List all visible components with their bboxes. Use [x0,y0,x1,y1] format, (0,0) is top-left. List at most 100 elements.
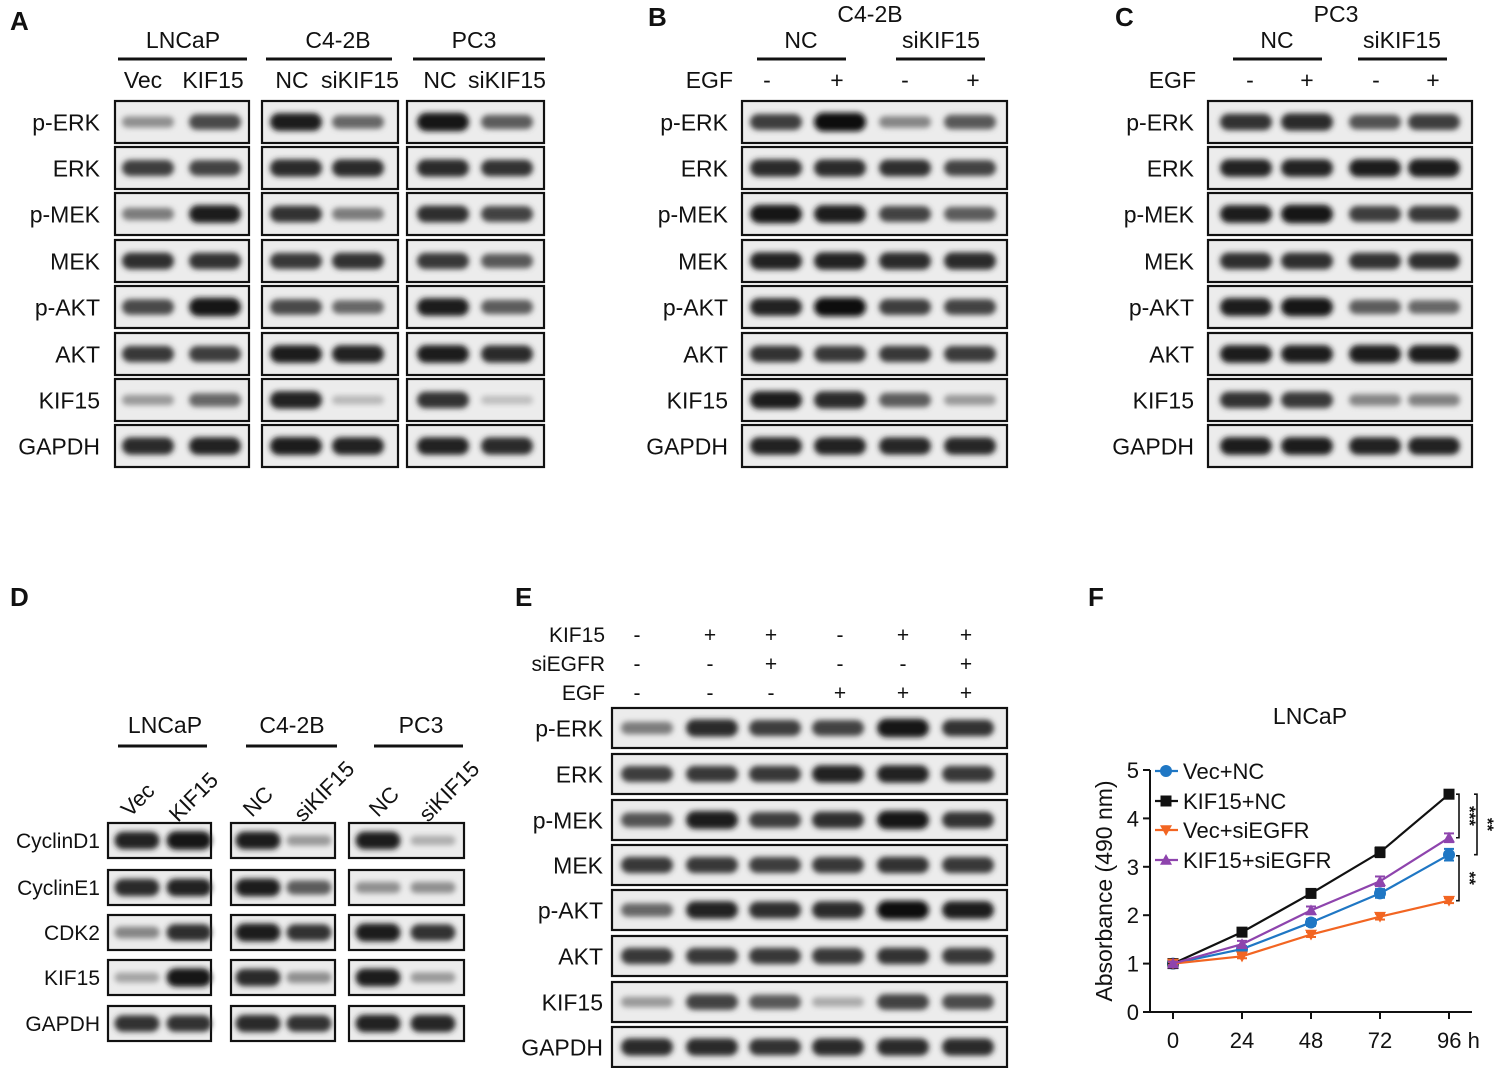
panel-d-lane-1: Vec [116,778,160,822]
condition-siegfr-lane-3: + [765,653,777,676]
significance-bracket [1456,854,1460,902]
band-gapdh-lane-2 [166,1015,212,1032]
panel-d-lane-6: siKIF15 [414,756,484,826]
panel-d-letter: D [10,582,29,612]
band-mek-lane-5 [877,856,929,874]
panel-a-lane-6: siKIF15 [468,67,546,93]
band-gapdh-lane-1 [1220,437,1272,455]
panel-b: B C4-2B NC siKIF15 EGF - + - + p-ERKERKp… [646,1,1009,469]
panel-c-row-labels: p-ERK ERK p-MEK MEK p-AKT AKT KIF15 GAPDH [1112,109,1194,459]
band-akt-lane-4 [1408,345,1460,363]
band-gapdh-lane-4 [286,1015,332,1032]
band-p-mek-lane-1 [750,204,802,224]
band-cycline1-lane-2 [166,878,212,897]
band-akt-lane-4 [944,345,996,363]
band-cycline1-lane-6 [410,881,456,894]
band-mek-lane-3 [749,857,801,873]
band-mek-lane-2 [814,252,866,270]
data-point-vec-siegfr [1443,895,1455,907]
band-cdk2-lane-5 [355,923,401,942]
band-kif15-lane-3 [749,994,801,1010]
blot-row-p-akt [610,888,1009,932]
band-cdk2-lane-1 [114,926,160,939]
band-erk-lane-1 [621,766,673,782]
band-kif15-lane-1 [621,996,673,1008]
data-point-kif15-nc [1374,846,1386,858]
band-kif15-lane-2 [166,968,212,987]
series-vec-siegfr [1167,895,1455,970]
condition-kif15-lane-6: + [960,624,972,647]
band-p-akt-lane-4 [332,300,384,314]
condition-egf-lane-5: + [897,682,909,705]
band-cyclind1-lane-1 [114,831,160,850]
band-gapdh-lane-6 [942,1038,994,1056]
y-tick-label: 0 [1127,1000,1139,1025]
band-akt-lane-1 [750,345,802,363]
band-akt-lane-3 [879,345,931,363]
panel-a-lane-1: Vec [124,67,162,93]
legend-marker-vec-nc [1160,765,1172,777]
panel-c-egf-label: EGF [1149,67,1196,93]
panel-a-lane-2: KIF15 [182,67,243,93]
row-label-p-erk: p-ERK [32,109,100,135]
band-p-erk-lane-3 [270,113,322,131]
band-p-erk-lane-6 [481,114,533,130]
panel-a-letter: A [10,6,29,36]
panel-e-row-labels: p-ERK ERK p-MEK MEK p-AKT AKT KIF15 GAPDH [521,715,603,1060]
band-gapdh-lane-3 [1349,437,1401,455]
band-cyclind1-lane-2 [166,831,212,850]
band-gapdh-lane-3 [749,1038,801,1056]
band-kif15-lane-4 [944,394,996,406]
band-p-akt-lane-1 [621,903,673,917]
band-kif15-lane-1 [1220,391,1272,409]
band-cycline1-lane-4 [286,880,332,895]
band-kif15-lane-6 [410,972,456,983]
row-label-erk: ERK [556,761,604,787]
blot-row-akt [1206,331,1474,377]
band-gapdh-lane-5 [417,437,469,455]
blot-frame-mek-1 [610,843,1009,887]
band-p-mek-lane-5 [877,810,929,830]
row-label-kif15: KIF15 [44,967,100,990]
significance-label: *** [1460,806,1479,826]
band-p-erk-lane-5 [417,112,469,132]
blot-row-p-mek [610,798,1009,842]
band-cycline1-lane-1 [114,878,160,897]
panel-b-blots [740,99,1009,469]
band-p-erk-lane-1 [122,116,174,128]
band-akt-lane-2 [1281,345,1333,363]
blot-row-akt [740,331,1009,377]
panel-b-group-1: NC [784,27,817,53]
band-mek-lane-2 [1281,252,1333,270]
panel-c-egf-4: + [1426,67,1439,93]
band-kif15-lane-3 [270,391,322,409]
band-p-mek-lane-1 [1220,205,1272,223]
band-mek-lane-3 [1349,252,1401,270]
band-p-akt-lane-1 [1220,297,1272,317]
band-erk-lane-5 [417,159,469,177]
band-erk-lane-4 [812,765,864,783]
panel-b-egf-label: EGF [686,67,733,93]
data-point-kif15-nc [1305,887,1317,899]
band-p-erk-lane-3 [749,720,801,736]
band-erk-lane-1 [1220,159,1272,177]
blot-row-p-mek [740,191,1009,237]
band-cycline1-lane-5 [355,881,401,894]
panel-a-lane-5: NC [423,67,456,93]
row-label-kif15: KIF15 [667,387,728,413]
blot-row-p-erk [610,706,1009,750]
panel-d-lane-3: NC [238,781,278,821]
band-p-erk-lane-4 [1408,114,1460,130]
band-gapdh-lane-3 [879,437,931,455]
band-erk-lane-6 [942,765,994,783]
band-p-akt-lane-3 [749,901,801,919]
band-gapdh-lane-4 [332,437,384,455]
panel-b-letter: B [648,2,667,32]
panel-d-lane-2: KIF15 [164,767,223,826]
blot-row-kif15 [740,377,1009,423]
blot-row-erk [740,145,1009,191]
band-gapdh-lane-4 [1408,437,1460,455]
band-mek-lane-4 [944,252,996,270]
panel-c: C PC3 NC siKIF15 EGF - + - + p-ERK ERK p-M… [1112,1,1474,469]
condition-label-egf: EGF [562,682,605,705]
